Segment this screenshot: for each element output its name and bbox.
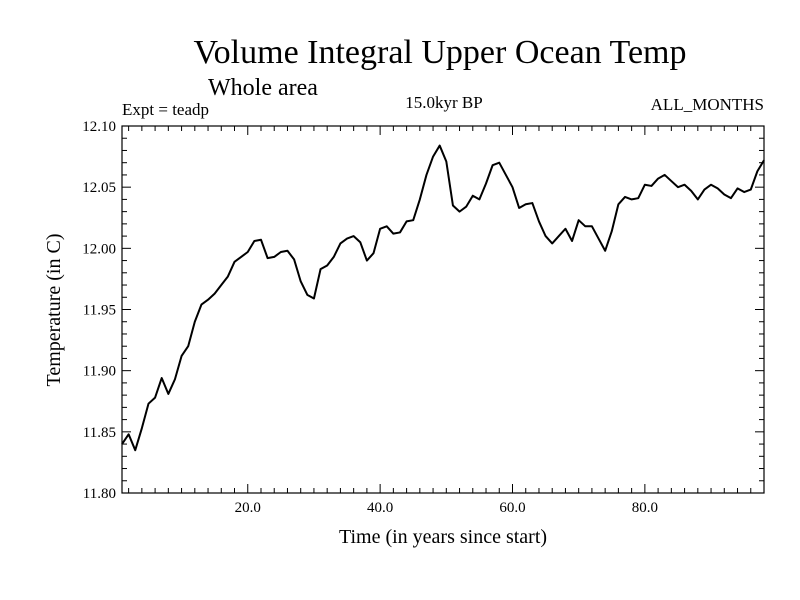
x-tick-label: 40.0 xyxy=(367,500,393,516)
months-label: ALL_MONTHS xyxy=(651,95,764,114)
expt-label: Expt = teadp xyxy=(122,100,209,119)
x-tick-label: 80.0 xyxy=(632,500,658,516)
y-tick-label: 12.10 xyxy=(82,119,116,135)
y-tick-label: 11.90 xyxy=(83,364,116,380)
y-tick-label: 12.00 xyxy=(82,241,116,257)
x-tick-label: 60.0 xyxy=(499,500,525,516)
period-label: 15.0kyr BP xyxy=(405,93,482,112)
y-tick-label: 11.80 xyxy=(83,486,116,502)
y-tick-label: 11.85 xyxy=(83,425,116,441)
x-tick-label: 20.0 xyxy=(235,500,261,516)
y-tick-label: 11.95 xyxy=(83,303,116,319)
chart-subtitle: Whole area xyxy=(208,75,318,101)
x-axis-title: Time (in years since start) xyxy=(339,526,547,548)
y-axis-title: Temperature (in C) xyxy=(43,234,65,387)
y-tick-label: 12.05 xyxy=(82,180,116,196)
plot-frame xyxy=(121,125,765,494)
temperature-series-line xyxy=(121,144,765,452)
chart-title: Volume Integral Upper Ocean Temp xyxy=(194,34,687,71)
